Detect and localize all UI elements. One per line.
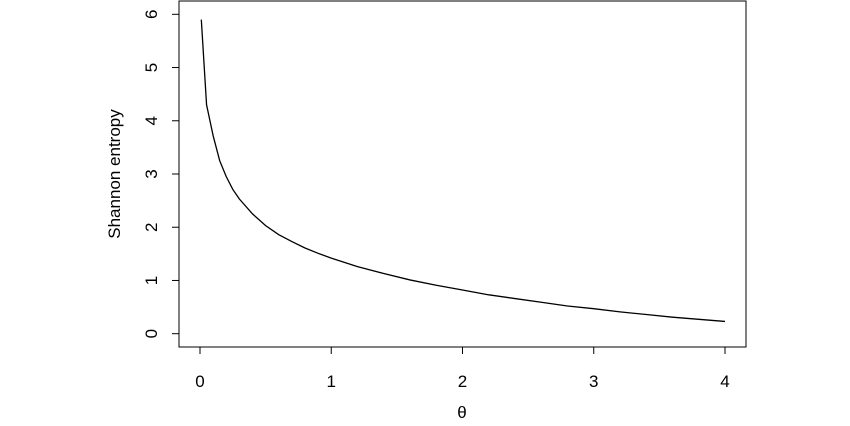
plot-frame: [178, 0, 747, 348]
x-axis-title: θ: [457, 403, 466, 422]
y-axis-title: Shannon entropy: [105, 109, 124, 239]
y-tick-label: 0: [142, 329, 161, 338]
y-tick-label: 6: [142, 10, 161, 19]
x-tick-label: 1: [327, 372, 336, 391]
y-tick-label: 5: [142, 63, 161, 72]
x-tick-label: 4: [720, 372, 729, 391]
y-axis: 0 1 2 3 4 5 6: [142, 10, 180, 338]
x-axis: 0 1 2 3 4: [195, 346, 730, 391]
x-tick-label: 0: [195, 372, 204, 391]
y-tick-label: 1: [142, 276, 161, 285]
y-tick-label: 4: [142, 116, 161, 125]
x-tick-label: 3: [589, 372, 598, 391]
y-tick-label: 3: [142, 169, 161, 178]
x-tick-label: 2: [458, 372, 467, 391]
series-line: [200, 19, 726, 323]
y-tick-label: 2: [142, 222, 161, 231]
